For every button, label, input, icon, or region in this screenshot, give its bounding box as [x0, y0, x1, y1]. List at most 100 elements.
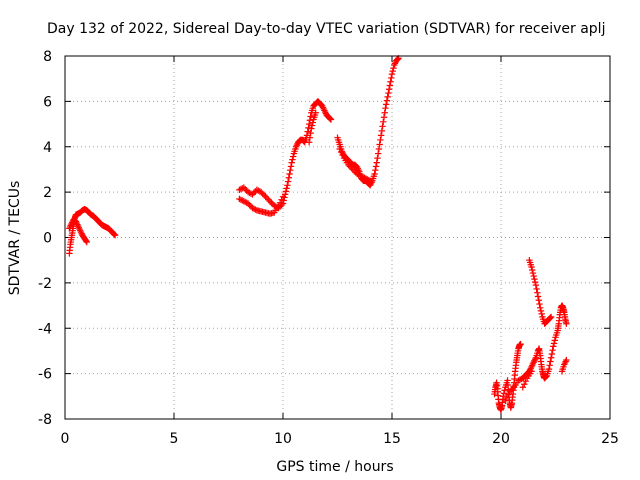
- data-point: [503, 394, 511, 402]
- data-point: [563, 356, 570, 364]
- data-point: [537, 304, 544, 312]
- data-point: [388, 74, 395, 82]
- data-point: [66, 223, 74, 231]
- data-point: [321, 107, 328, 114]
- data-point: [377, 136, 384, 144]
- data-point: [242, 198, 249, 206]
- data-point: [259, 190, 266, 197]
- data-point: [293, 142, 301, 149]
- data-point: [385, 89, 392, 97]
- data-point: [320, 105, 327, 113]
- data-point: [349, 166, 356, 173]
- data-point: [275, 202, 282, 209]
- data-point: [253, 186, 261, 194]
- data-point: [288, 159, 295, 166]
- data-point: [300, 138, 308, 145]
- data-point: [309, 119, 316, 126]
- data-point: [77, 227, 84, 234]
- data-point: [381, 109, 388, 116]
- data-point: [365, 176, 372, 184]
- data-point: [534, 293, 542, 300]
- data-point: [351, 167, 358, 175]
- data-point: [237, 196, 245, 203]
- data-point: [563, 320, 570, 327]
- data-point: [374, 154, 381, 162]
- data-point: [336, 145, 343, 153]
- data-point: [308, 122, 316, 129]
- data-point: [244, 200, 252, 207]
- chart-title: Day 132 of 2022, Sidereal Day-to-day VTE…: [47, 21, 605, 37]
- data-point: [307, 129, 314, 137]
- data-point: [339, 151, 346, 159]
- data-point: [378, 127, 386, 135]
- data-point: [393, 56, 401, 63]
- data-point: [517, 340, 524, 348]
- data-point: [375, 145, 383, 153]
- data-point: [533, 285, 540, 293]
- data-point: [236, 195, 243, 203]
- y-tick-label: -8: [38, 412, 52, 428]
- data-point: [501, 387, 508, 394]
- data-point: [387, 78, 394, 85]
- data-point: [321, 108, 329, 116]
- data-point: [561, 359, 569, 367]
- data-point: [372, 163, 380, 170]
- data-point: [279, 193, 287, 200]
- data-point: [547, 354, 555, 361]
- data-point: [279, 200, 287, 207]
- data-point: [547, 313, 555, 321]
- data-point: [83, 238, 90, 246]
- data-point: [537, 307, 545, 315]
- data-point: [536, 300, 543, 308]
- y-tick-label: -2: [38, 276, 52, 292]
- data-point: [327, 116, 335, 123]
- data-segment: [336, 145, 374, 184]
- data-point: [542, 374, 549, 381]
- data-segment: [519, 368, 535, 391]
- data-point: [373, 159, 380, 166]
- data-point: [284, 178, 292, 185]
- data-point: [289, 156, 296, 163]
- data-point: [379, 123, 386, 130]
- data-point: [262, 193, 269, 200]
- data-point: [386, 82, 394, 89]
- data-point: [283, 185, 290, 192]
- data-point: [287, 163, 295, 170]
- data-segment: [236, 193, 287, 217]
- data-point: [545, 365, 553, 373]
- data-point: [284, 182, 291, 189]
- plot-frame: [64, 55, 611, 420]
- data-point: [282, 188, 290, 195]
- x-tick-label: 15: [383, 431, 401, 447]
- data-point: [354, 165, 362, 172]
- data-point: [529, 269, 537, 277]
- data-point: [531, 278, 539, 286]
- data-point: [236, 186, 243, 194]
- data-point: [353, 163, 361, 171]
- data-point: [276, 199, 284, 206]
- data-point: [249, 204, 256, 212]
- data-point: [519, 384, 526, 391]
- data-point: [356, 172, 364, 179]
- x-tick-label: 0: [61, 431, 70, 447]
- data-point: [307, 113, 314, 120]
- data-point: [337, 148, 345, 156]
- data-point: [73, 219, 80, 227]
- data-point: [529, 362, 536, 369]
- x-tick-label: 20: [492, 431, 510, 447]
- data-point: [242, 185, 249, 193]
- data-point: [380, 114, 388, 121]
- data-point: [551, 337, 558, 344]
- data-point: [239, 185, 246, 192]
- data-point: [509, 385, 516, 392]
- data-point: [348, 164, 355, 172]
- data-point: [385, 86, 393, 93]
- data-point: [252, 206, 259, 213]
- y-tick-label: -4: [38, 321, 52, 337]
- data-point: [380, 118, 387, 125]
- data-point: [319, 104, 327, 111]
- data-point: [548, 350, 556, 358]
- data-point: [532, 281, 540, 289]
- data-point: [76, 225, 83, 233]
